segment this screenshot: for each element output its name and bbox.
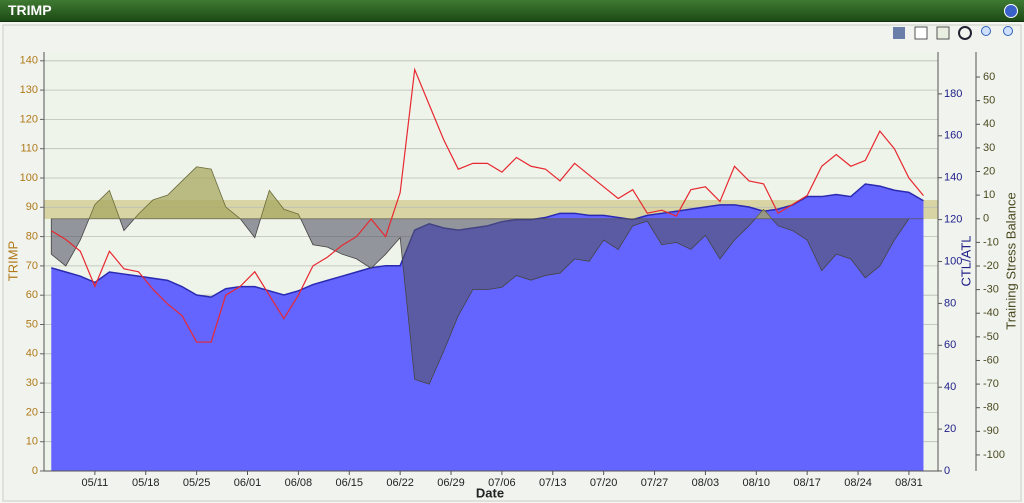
x-tick-label: 07/27	[641, 477, 669, 489]
y3-tick-label: -30	[983, 284, 999, 296]
y-tick-label: 100	[20, 172, 38, 184]
x-tick-label: 05/18	[132, 477, 160, 489]
y3-tick-label: 50	[983, 95, 995, 107]
x-tick-label: 08/03	[692, 477, 720, 489]
y3-tick-label: -70	[983, 378, 999, 390]
y2-tick-label: 160	[944, 130, 962, 142]
x-tick-label: 06/29	[437, 477, 465, 489]
y3-axis-title: Training Stress Balance	[1003, 192, 1018, 330]
y-tick-label: 120	[20, 113, 38, 125]
y-tick-label: 30	[26, 377, 38, 389]
x-tick-label: 06/22	[386, 477, 414, 489]
y-axis-title: TRIMP	[5, 241, 20, 281]
y3-tick-label: 60	[983, 71, 995, 83]
x-tick-label: 07/13	[539, 477, 567, 489]
y3-tick-label: -10	[983, 236, 999, 248]
y-tick-label: 80	[26, 231, 38, 243]
tsb-area-positive	[50, 166, 924, 219]
y2-tick-label: 40	[944, 381, 956, 393]
y3-tick-label: -90	[983, 425, 999, 437]
y-tick-label: 40	[26, 348, 38, 360]
y3-tick-label: 30	[983, 142, 995, 154]
trimp-line	[50, 67, 924, 343]
zoom-in-icon[interactable]	[981, 26, 991, 36]
y3-tick-label: 20	[983, 165, 995, 177]
tsb-area-negative	[50, 218, 924, 385]
y3-tick-label: -80	[983, 402, 999, 414]
y2-tick-label: 80	[944, 297, 956, 309]
x-tick-label: 06/15	[336, 477, 364, 489]
y-tick-label: 130	[20, 84, 38, 96]
ctl-area	[51, 183, 924, 472]
y2-tick-label: 0	[944, 465, 950, 477]
y-tick-label: 0	[32, 465, 38, 477]
y-tick-label: 20	[26, 406, 38, 418]
toolbar	[893, 26, 1013, 40]
settings-icon[interactable]	[958, 26, 972, 40]
chart-icon[interactable]	[936, 26, 950, 40]
y-tick-label: 50	[26, 318, 38, 330]
x-tick-label: 08/24	[844, 477, 872, 489]
y3-tick-label: -60	[983, 354, 999, 366]
x-axis-title: Date	[476, 485, 504, 500]
x-tick-label: 07/20	[590, 477, 618, 489]
table-icon[interactable]	[914, 26, 928, 40]
y-tick-label: 110	[20, 143, 38, 155]
y-tick-label: 90	[26, 201, 38, 213]
y2-tick-label: 120	[944, 214, 962, 226]
y3-tick-label: 40	[983, 118, 995, 130]
y2-tick-label: 140	[944, 172, 962, 184]
y2-tick-label: 180	[944, 88, 962, 100]
x-tick-label: 08/17	[793, 477, 821, 489]
x-tick-label: 05/11	[82, 477, 109, 489]
y2-axis-title: CTL/ATL	[958, 235, 973, 286]
y3-tick-label: -100	[983, 449, 1005, 461]
title-bar: TRIMP	[0, 0, 1024, 22]
x-tick-label: 08/10	[743, 477, 771, 489]
x-tick-label: 06/01	[234, 477, 262, 489]
x-tick-label: 05/25	[183, 477, 211, 489]
y3-tick-label: -20	[983, 260, 999, 272]
panel-title: TRIMP	[8, 2, 52, 18]
collapse-button[interactable]	[1004, 4, 1018, 18]
x-tick-label: 06/08	[285, 477, 313, 489]
y-tick-label: 10	[26, 436, 38, 448]
y-tick-label: 70	[26, 260, 38, 272]
y3-tick-label: 10	[983, 189, 995, 201]
y2-tick-label: 60	[944, 339, 956, 351]
y3-tick-label: -50	[983, 331, 999, 343]
x-tick-label: 08/31	[895, 477, 923, 489]
y-tick-label: 60	[26, 289, 38, 301]
y2-tick-label: 100	[944, 255, 962, 267]
y2-tick-label: 20	[944, 423, 956, 435]
zoom-out-icon[interactable]	[1003, 26, 1013, 36]
y3-tick-label: -40	[983, 307, 999, 319]
save-icon[interactable]	[893, 27, 905, 39]
y3-tick-label: 0	[983, 213, 989, 225]
y-tick-label: 140	[20, 55, 38, 67]
x-tick-label: 07/06	[488, 477, 516, 489]
